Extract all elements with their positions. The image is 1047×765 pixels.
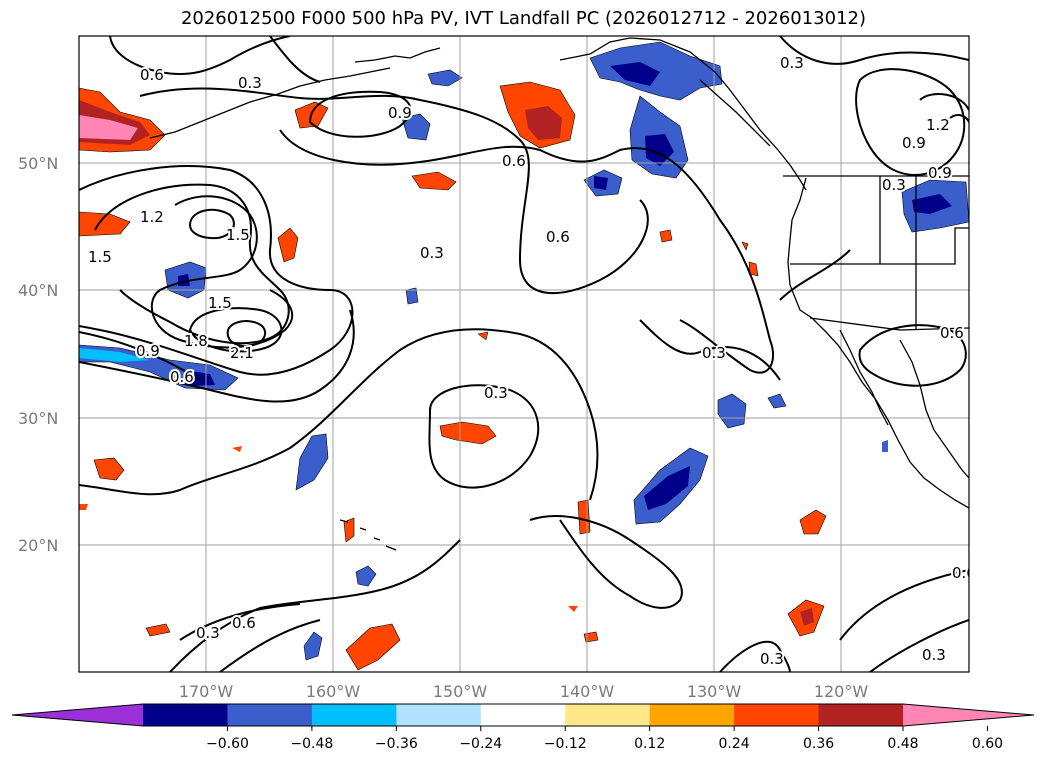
colorbar-tick-label: −0.12: [544, 736, 587, 752]
colorbar-tick-label: 0.60: [972, 736, 1003, 752]
contour-label: 0.6: [232, 614, 256, 632]
lon-label: 130°W: [687, 682, 742, 701]
coastlines: [149, 37, 969, 551]
contour-label: 1.2: [140, 208, 164, 226]
contour-label: 0.6: [140, 66, 164, 84]
contour-label: 0.3: [882, 176, 906, 194]
colorbar-tick-label: −0.48: [290, 736, 333, 752]
contour-label: 0.3: [702, 344, 726, 362]
contour-label: 0.6: [170, 368, 194, 386]
lat-label: 30°N: [18, 409, 58, 428]
lat-labels: 50°N 40°N 30°N 20°N: [18, 154, 58, 555]
colorbar-tick-label: 0.24: [719, 736, 750, 752]
lon-label: 170°W: [179, 682, 234, 701]
colorbar-bin: [227, 704, 313, 726]
contour-label: 0.6: [502, 152, 526, 170]
colorbar-tick-label: −0.60: [206, 736, 249, 752]
contour-label: 0.9: [902, 134, 926, 152]
contour-label: 1.5: [226, 226, 250, 244]
colorbar-bin: [480, 704, 566, 726]
contour-label: 0.9: [136, 342, 160, 360]
contour-label: 2.1: [230, 344, 254, 362]
colorbar-bin: [649, 704, 735, 726]
contour-label: 0.3: [760, 650, 784, 668]
contour-label: 0.9: [928, 164, 952, 182]
colorbar-tick-label: 0.48: [887, 736, 918, 752]
map-area: [79, 36, 969, 672]
contour-label: 0.6: [952, 564, 976, 582]
colorbar-tick-label: 0.12: [634, 736, 665, 752]
lat-label: 40°N: [18, 281, 58, 300]
colorbar-outline: [11, 703, 1035, 727]
map-frame: [78, 35, 970, 673]
lon-label: 140°W: [560, 682, 615, 701]
contour-label: 0.3: [238, 74, 262, 92]
contour-label: 0.9: [388, 104, 412, 122]
colorbar-tick-label: −0.36: [375, 736, 418, 752]
lon-labels: 170°W 160°W 150°W 140°W 130°W 120°W: [179, 682, 869, 701]
lon-label: 120°W: [814, 682, 869, 701]
colorbar-bin: [818, 704, 904, 726]
colorbar-bin: [311, 704, 397, 726]
contour-label: 0.6: [940, 324, 964, 342]
contour-label: 0.3: [420, 244, 444, 262]
colorbar-bin: [734, 704, 820, 726]
contour-label: 1.5: [208, 294, 232, 312]
lat-label: 50°N: [18, 154, 58, 173]
map-title: 2026012500 F000 500 hPa PV, IVT Landfall…: [180, 8, 867, 29]
contour-label: 0.3: [196, 624, 220, 642]
colorbar: −0.60 −0.48 −0.36 −0.24 −0.12 0.12 0.24 0.36 0.4…: [11, 703, 1035, 752]
contour-label: 0.3: [922, 646, 946, 664]
colorbar-tick-label: −0.24: [459, 736, 502, 752]
colorbar-extend-low: [12, 704, 143, 726]
lon-label: 160°W: [306, 682, 361, 701]
contour-label: 1.2: [926, 116, 950, 134]
colorbar-bin: [565, 704, 651, 726]
graticule: [79, 36, 969, 672]
colorbar-bin: [396, 704, 482, 726]
contour-label: 0.6: [546, 228, 570, 246]
contour-label: 1.5: [88, 248, 112, 266]
contour-label: 0.3: [484, 384, 508, 402]
colorbar-extend-high: [903, 704, 1034, 726]
contour-labels: 0.6 0.3 0.9 0.6 0.3 1.2 1.5 1.5 0.3 0.6 …: [86, 52, 976, 670]
lon-label: 150°W: [433, 682, 488, 701]
contour-label: 0.3: [780, 54, 804, 72]
pv-contours: [79, 36, 969, 672]
lat-label: 20°N: [18, 536, 58, 555]
contour-label: 1.8: [184, 332, 208, 350]
colorbar-tick-label: 0.36: [803, 736, 834, 752]
colorbar-bin: [143, 704, 228, 726]
